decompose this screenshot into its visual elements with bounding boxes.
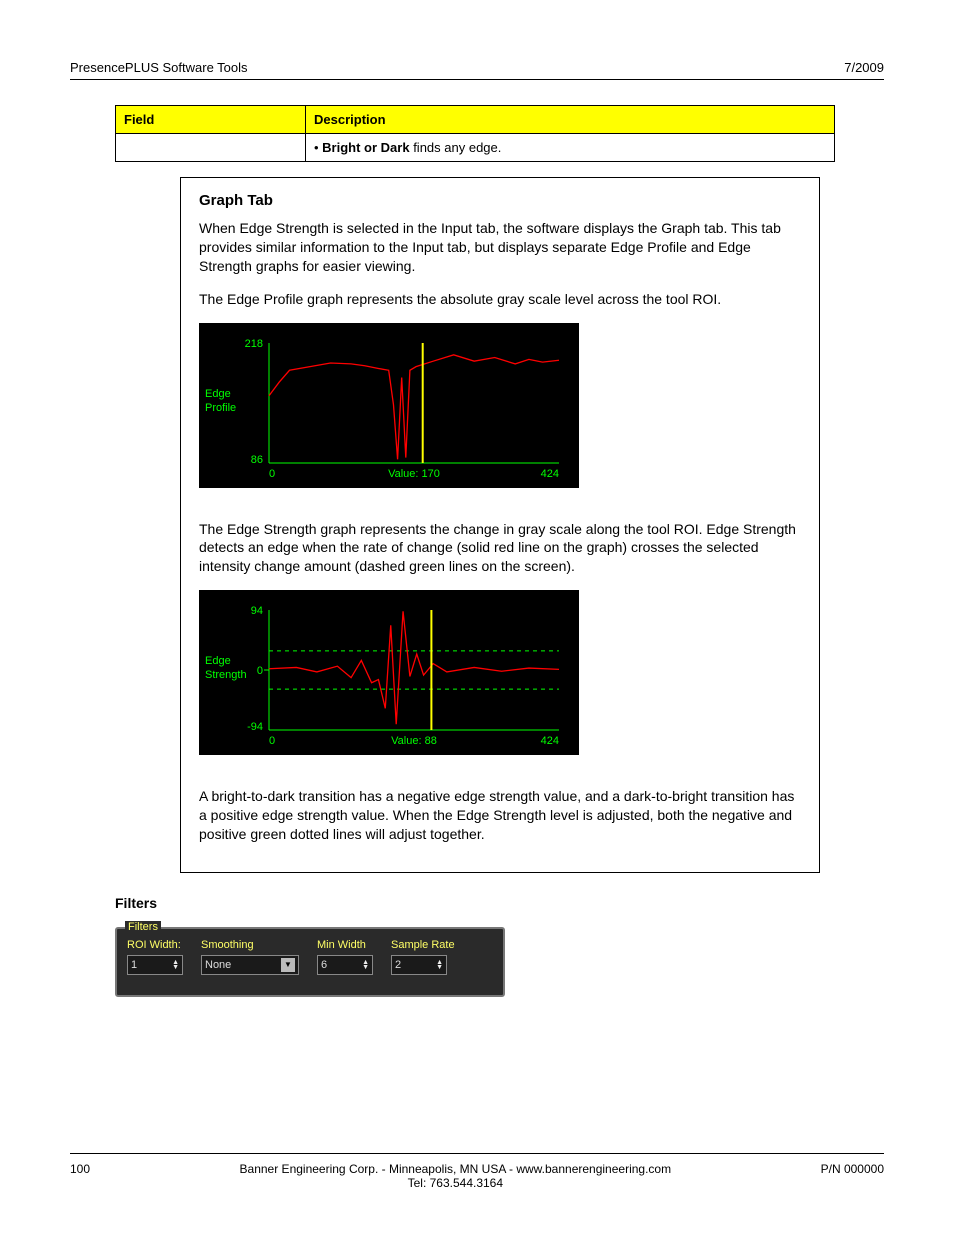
filter-sample-rate: Sample Rate 2 ▲▼	[391, 939, 455, 989]
svg-text:Strength: Strength	[205, 669, 247, 681]
desc-bold: Bright or Dark	[322, 140, 409, 155]
footer-line1: Banner Engineering Corp. - Minneapolis, …	[90, 1162, 821, 1176]
filter-smoothing: Smoothing None ▼	[201, 939, 299, 989]
filter-min-width: Min Width 6 ▲▼	[317, 939, 373, 989]
sample-rate-spinner[interactable]: 2 ▲▼	[391, 955, 447, 975]
svg-text:0: 0	[269, 735, 275, 747]
field-description-table: Field Description • Bright or Dark finds…	[115, 105, 835, 162]
roi-width-spinner[interactable]: 1 ▲▼	[127, 955, 183, 975]
page-header: PresencePLUS Software Tools 7/2009	[70, 60, 884, 80]
footer-line2: Tel: 763.544.3164	[90, 1176, 821, 1190]
svg-text:0: 0	[269, 468, 275, 480]
smoothing-select[interactable]: None ▼	[201, 955, 299, 975]
page-number: 100	[70, 1162, 90, 1176]
chevron-down-icon: ▼	[281, 958, 295, 972]
header-right: 7/2009	[844, 60, 884, 75]
roi-width-value: 1	[131, 959, 137, 971]
page-footer: 100 Banner Engineering Corp. - Minneapol…	[70, 1153, 884, 1190]
min-width-spinner[interactable]: 6 ▲▼	[317, 955, 373, 975]
edge-strength-chart: 94 0 -94 0 424 Value: 88 Edge Strength	[199, 590, 579, 755]
sample-rate-value: 2	[395, 959, 401, 971]
footer-pn: P/N 000000	[821, 1162, 884, 1176]
th-field: Field	[116, 106, 306, 134]
edge-profile-chart: 218 86 0 424 Value: 170 Edge Profile	[199, 323, 579, 488]
filter-roi-width: ROI Width: 1 ▲▼	[127, 939, 183, 989]
svg-text:Profile: Profile	[205, 402, 236, 414]
svg-text:94: 94	[251, 605, 263, 617]
svg-text:0: 0	[257, 665, 263, 677]
svg-text:Value: 88: Value: 88	[391, 735, 437, 747]
svg-text:-94: -94	[247, 721, 263, 733]
header-left: PresencePLUS Software Tools	[70, 60, 248, 75]
graph-tab-p1: When Edge Strength is selected in the In…	[199, 219, 801, 276]
sample-rate-label: Sample Rate	[391, 939, 455, 951]
desc-rest: finds any edge.	[410, 140, 502, 155]
graph-tab-p3: The Edge Strength graph represents the c…	[199, 520, 801, 577]
table-row: • Bright or Dark finds any edge.	[116, 134, 835, 162]
th-description: Description	[306, 106, 835, 134]
min-width-value: 6	[321, 959, 327, 971]
graph-tab-p4: A bright-to-dark transition has a negati…	[199, 787, 801, 844]
svg-text:86: 86	[251, 454, 263, 466]
cell-field	[116, 134, 306, 162]
svg-text:424: 424	[541, 468, 559, 480]
svg-text:Edge: Edge	[205, 388, 231, 400]
svg-text:424: 424	[541, 735, 559, 747]
roi-width-label: ROI Width:	[127, 939, 183, 951]
filters-heading: Filters	[115, 895, 884, 911]
filters-panel: Filters ROI Width: 1 ▲▼ Smoothing None ▼…	[115, 927, 505, 997]
min-width-label: Min Width	[317, 939, 373, 951]
graph-tab-title: Graph Tab	[199, 192, 801, 209]
filters-legend: Filters	[125, 921, 161, 933]
svg-text:218: 218	[245, 338, 263, 350]
graph-tab-box: Graph Tab When Edge Strength is selected…	[180, 177, 820, 873]
spinner-arrows-icon: ▲▼	[362, 960, 369, 970]
smoothing-label: Smoothing	[201, 939, 299, 951]
spinner-arrows-icon: ▲▼	[172, 960, 179, 970]
svg-text:Value: 170: Value: 170	[388, 468, 440, 480]
graph-tab-p2: The Edge Profile graph represents the ab…	[199, 290, 801, 309]
cell-description: • Bright or Dark finds any edge.	[306, 134, 835, 162]
smoothing-value: None	[205, 959, 231, 971]
svg-text:Edge: Edge	[205, 655, 231, 667]
spinner-arrows-icon: ▲▼	[436, 960, 443, 970]
